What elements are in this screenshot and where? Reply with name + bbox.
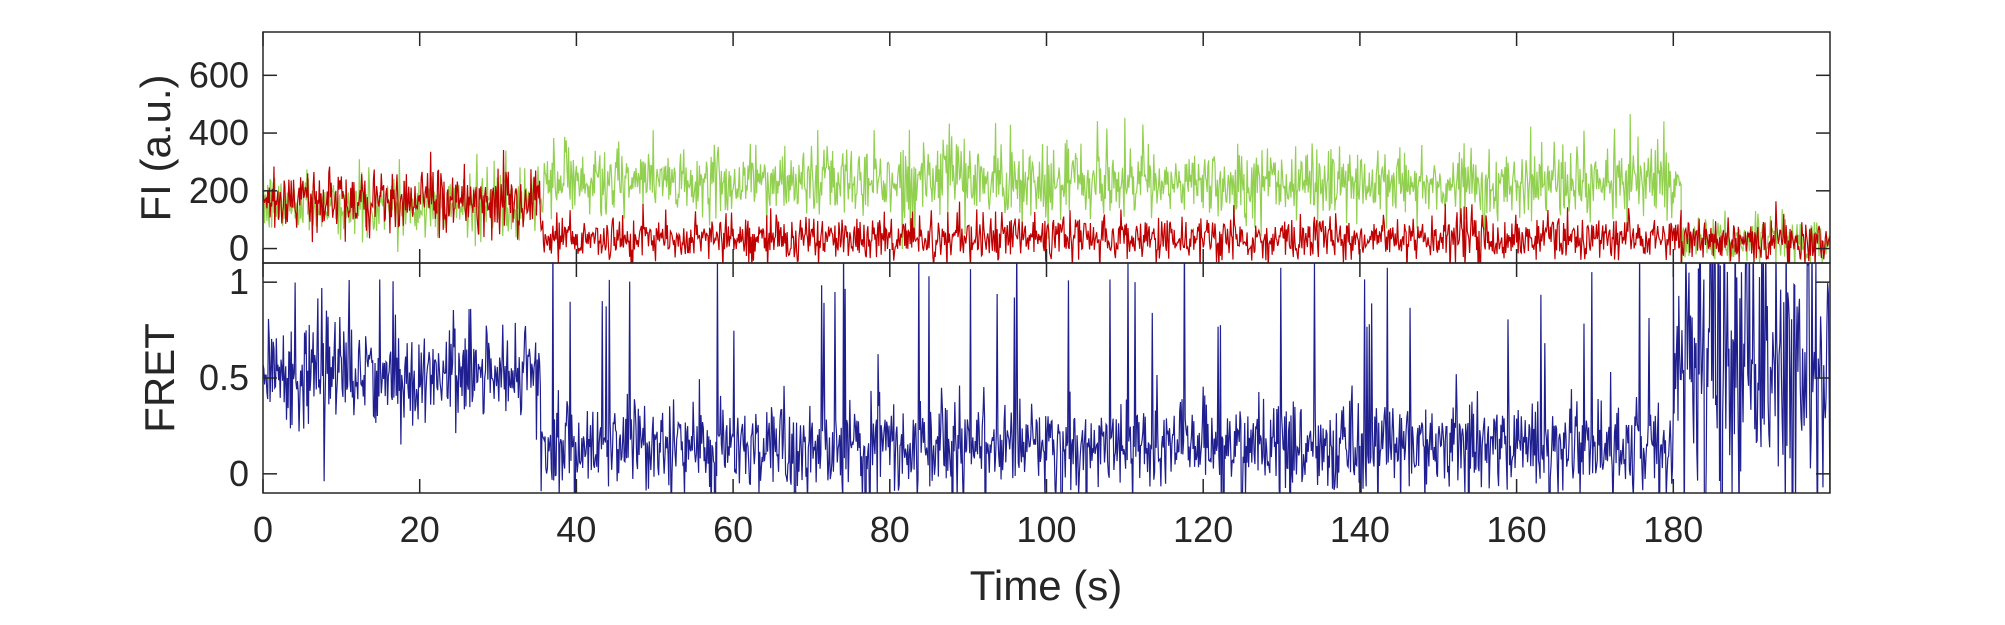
bottom-y-axis-label: FRET	[136, 323, 183, 433]
x-tick-label: 60	[713, 509, 753, 550]
top-y-tick-label: 400	[189, 112, 249, 153]
bottom-y-ticks: 00.51	[199, 261, 1830, 494]
x-tick-label: 0	[253, 509, 273, 550]
x-tick-label: 100	[1016, 509, 1076, 550]
donor-intensity-trace	[263, 114, 1830, 263]
x-tick-label: 120	[1173, 509, 1233, 550]
top-y-tick-label: 200	[189, 170, 249, 211]
x-tick-label: 140	[1330, 509, 1390, 550]
x-ticks: 0 20 40 60 80 100 120 140 160 180	[253, 32, 1703, 550]
top-panel-traces	[263, 114, 1830, 263]
x-tick-label: 160	[1487, 509, 1547, 550]
top-y-tick-label: 0	[229, 228, 249, 269]
acceptor-intensity-trace	[263, 150, 1830, 263]
x-axis-label: Time (s)	[970, 562, 1122, 609]
bottom-y-tick-label: 0.5	[199, 357, 249, 398]
x-tick-label: 20	[400, 509, 440, 550]
bottom-panel-traces	[263, 263, 1830, 493]
x-tick-label: 80	[870, 509, 910, 550]
x-tick-label: 40	[556, 509, 596, 550]
bottom-y-tick-label: 1	[229, 261, 249, 302]
bottom-y-tick-label: 0	[229, 453, 249, 494]
top-y-axis-label: FI (a.u.)	[132, 74, 179, 221]
fret-efficiency-trace	[263, 263, 1830, 493]
top-y-ticks: 0 200 400 600	[189, 54, 1830, 269]
top-y-tick-label: 600	[189, 54, 249, 95]
x-tick-label: 180	[1643, 509, 1703, 550]
